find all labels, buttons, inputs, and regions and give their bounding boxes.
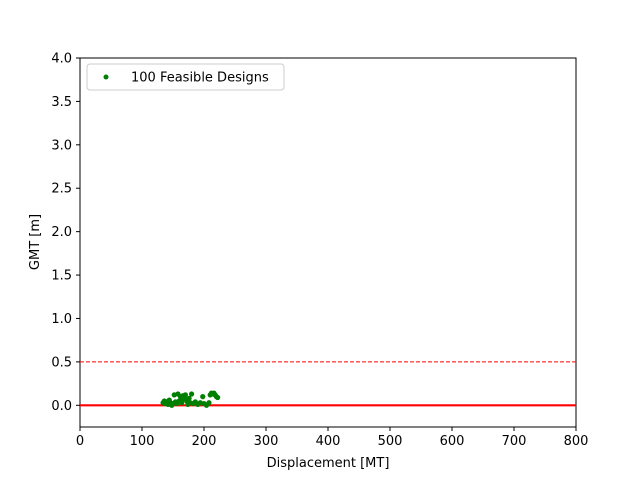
y-tick-label: 4.0	[51, 52, 72, 67]
y-tick-label: 0.5	[51, 355, 72, 370]
plot-area	[79, 57, 577, 428]
x-tick-label: 600	[440, 434, 465, 449]
y-tick-label: 1.5	[51, 269, 72, 284]
data-point	[189, 391, 195, 397]
x-tick-label: 0	[76, 434, 84, 449]
legend-box	[86, 63, 285, 91]
reference-lines	[80, 361, 576, 407]
legend-label: 100 Feasible Designs	[131, 71, 269, 86]
y-axis-label: GMT [m]	[28, 214, 43, 270]
y-tick-label: 2.5	[51, 182, 72, 197]
legend-marker	[103, 74, 109, 80]
data-point	[180, 393, 186, 399]
x-tick-label: 400	[316, 434, 341, 449]
y-axis-ticks: 0.0 0.5 1.0 1.5 2.0 2.5 3.0 3.5 4.0	[51, 52, 80, 414]
y-tick-label: 0.0	[51, 399, 72, 414]
y-tick-label: 1.0	[51, 312, 72, 327]
data-points	[160, 390, 221, 408]
data-point	[200, 394, 206, 400]
data-point	[206, 400, 212, 406]
x-tick-label: 200	[192, 434, 217, 449]
x-tick-label: 100	[130, 434, 155, 449]
x-tick-label: 800	[564, 434, 589, 449]
plot-frame	[79, 57, 577, 428]
x-tick-label: 700	[502, 434, 527, 449]
data-point	[215, 394, 221, 401]
data-point	[186, 395, 192, 401]
legend: 100 Feasible Designs	[86, 63, 285, 91]
x-axis-label: Displacement [MT]	[267, 456, 390, 471]
y-tick-label: 3.0	[51, 138, 72, 153]
x-tick-label: 300	[254, 434, 279, 449]
x-tick-label: 500	[378, 434, 403, 449]
x-axis-ticks: 0 100 200 300 400 500 600 700 800	[76, 427, 589, 449]
y-tick-label: 3.5	[51, 95, 72, 110]
y-tick-label: 2.0	[51, 225, 72, 240]
